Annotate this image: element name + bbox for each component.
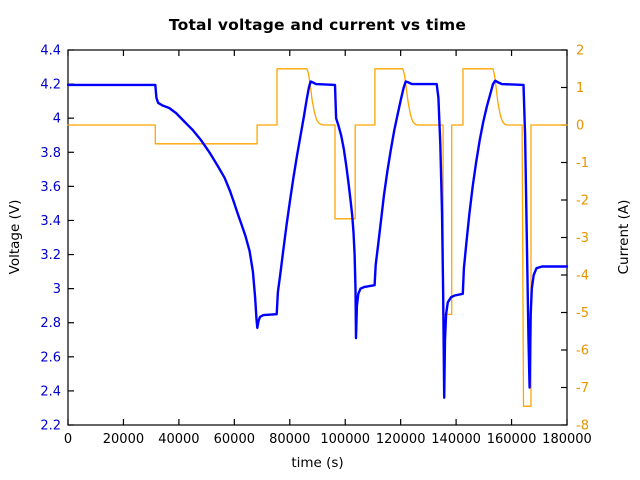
x-tick-label: 120000 (376, 432, 426, 447)
y-tick-label: 2.6 (40, 350, 61, 365)
plot-frame (67, 49, 568, 426)
y-tick-label: 4.4 (40, 44, 61, 59)
y-tick-label: 3.8 (40, 146, 61, 161)
y-tick-label: 2.2 (40, 419, 61, 434)
y2-tick-label: -6 (576, 344, 589, 359)
x-tick-label: 80000 (269, 432, 310, 447)
voltage-series-line (66, 79, 569, 399)
x-tick-label: 40000 (158, 432, 199, 447)
x-tick-label: 160000 (487, 432, 537, 447)
y-tick-label: 2.4 (40, 384, 61, 399)
y2-tick-label: -8 (576, 419, 589, 434)
x-tick-label: 60000 (214, 432, 255, 447)
y-tick-label: 3.6 (40, 180, 61, 195)
y-tick-label: 3 (53, 282, 61, 297)
x-tick-label: 180000 (542, 432, 592, 447)
x-tick-label: 20000 (103, 432, 144, 447)
x-tick-label: 0 (64, 432, 72, 447)
y-tick-label: 4 (53, 112, 61, 127)
y2-tick-label: 0 (576, 119, 584, 134)
x-axis-label: time (s) (291, 455, 344, 471)
y-tick-label: 3.4 (40, 214, 61, 229)
y-axis-label: Voltage (V) (7, 199, 23, 275)
x-tick-label: 140000 (431, 432, 481, 447)
y-tick-label: 2.8 (40, 316, 61, 331)
y2-tick-label: 2 (576, 44, 584, 59)
y-tick-label: 3.2 (40, 248, 61, 263)
x-tick-label: 100000 (320, 432, 370, 447)
y2-axis-label: Current (A) (616, 199, 632, 275)
y2-tick-label: -3 (576, 231, 589, 246)
current-series-line (67, 68, 568, 407)
y-tick-label: 4.2 (40, 78, 61, 93)
chart-title: Total voltage and current vs time (168, 16, 467, 34)
y2-tick-label: -2 (576, 194, 589, 209)
y2-tick-label: -1 (576, 156, 589, 171)
y2-tick-label: -4 (576, 269, 589, 284)
y2-tick-label: -7 (576, 381, 589, 396)
y2-tick-label: 1 (576, 81, 584, 96)
y2-tick-label: -5 (576, 306, 589, 321)
